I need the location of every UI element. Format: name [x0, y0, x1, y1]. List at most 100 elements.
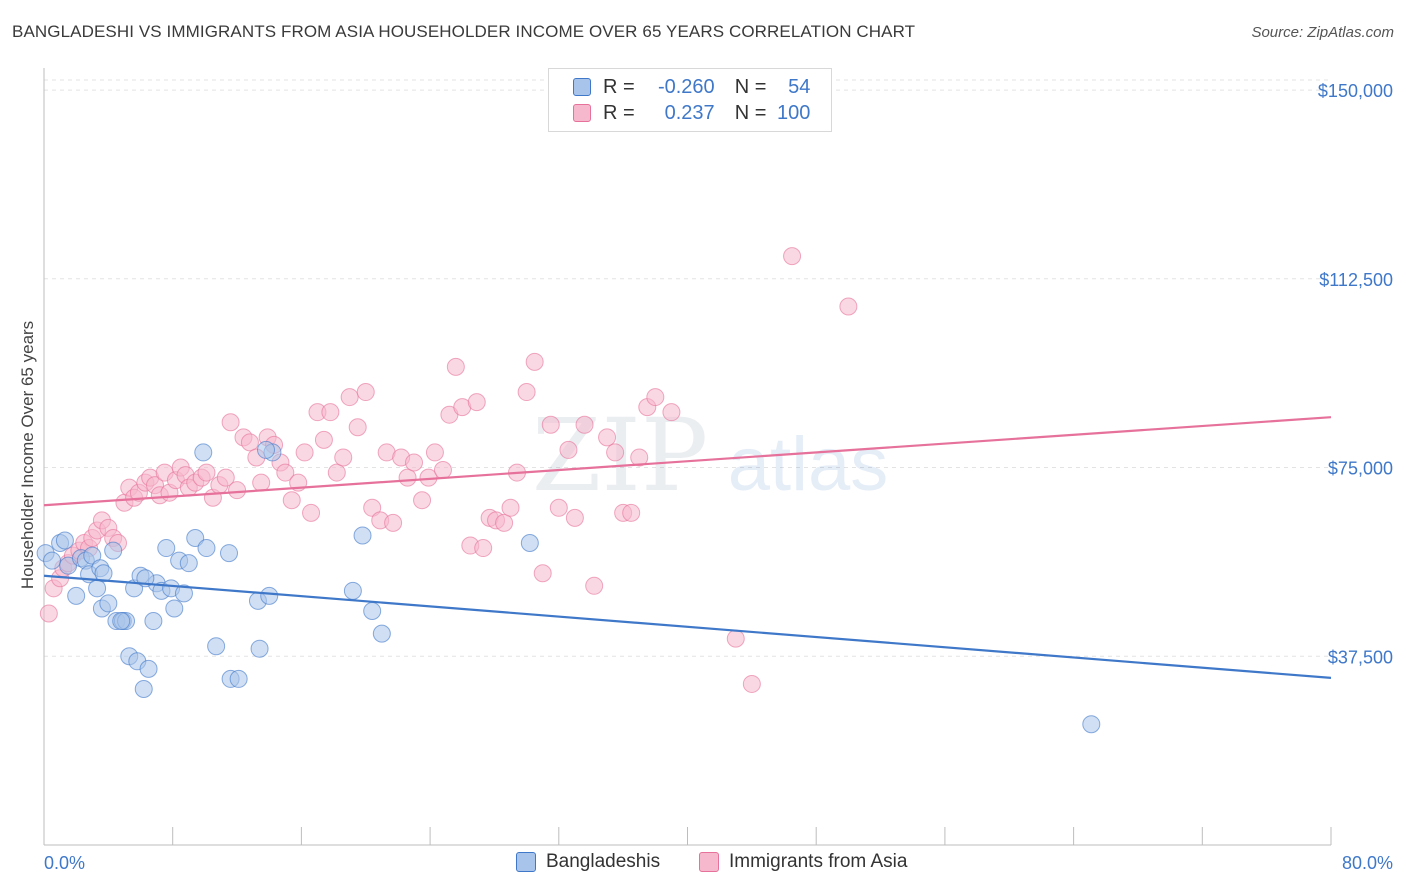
scatter-point	[398, 468, 417, 487]
scatter-point	[321, 403, 340, 422]
scatter-point	[221, 413, 240, 432]
trend-line	[43, 416, 1332, 507]
scatter-point	[197, 539, 216, 558]
legend-swatch-blue	[573, 78, 591, 96]
scatter-point	[88, 579, 107, 598]
scatter-point	[43, 551, 62, 570]
scatter-point	[334, 448, 353, 467]
scatter-point	[495, 513, 514, 532]
legend-swatch-pink	[573, 104, 591, 122]
scatter-point	[276, 463, 295, 482]
scatter-point	[252, 473, 271, 492]
scatter-point	[197, 463, 216, 482]
x-tick-label-max: 80.0%	[1342, 853, 1393, 873]
legend-item-immigrants-from-asia[interactable]: Immigrants from Asia	[699, 851, 907, 873]
scatter-point	[646, 388, 665, 407]
legend-item-bangladeshis[interactable]: Bangladeshis	[516, 851, 660, 873]
scatter-point	[302, 503, 321, 522]
legend-row-immigrants-from-asia: R = 0.237 N = 100	[573, 101, 810, 125]
scatter-point	[83, 546, 102, 565]
scatter-point	[517, 383, 536, 402]
scatter-point	[314, 430, 333, 449]
scatter-point	[525, 352, 544, 371]
scatter-point	[99, 594, 118, 613]
scatter-point	[139, 659, 158, 678]
scatter-point	[165, 599, 184, 618]
scatter-point	[134, 679, 153, 698]
scatter-point	[363, 498, 382, 517]
scatter-point	[839, 297, 858, 316]
scatter-point	[39, 604, 58, 623]
scatter-point	[229, 669, 248, 688]
scatter-point	[425, 443, 444, 462]
scatter-point	[104, 541, 123, 560]
scatter-point	[112, 612, 131, 631]
legend-row-bangladeshis: R = -0.260 N = 54	[573, 75, 810, 99]
y-tick-label: $112,500	[1319, 270, 1393, 290]
scatter-point	[549, 498, 568, 517]
scatter-point	[606, 443, 625, 462]
legend-r-value: 0.237	[664, 101, 715, 124]
scatter-point	[405, 453, 424, 472]
scatter-point	[356, 383, 375, 402]
series-legend: Bangladeshis Immigrants from Asia	[0, 851, 1406, 877]
y-axis-label: Householder Income Over 65 years	[18, 321, 37, 589]
scatter-point	[413, 491, 432, 510]
scatter-point	[541, 415, 560, 434]
legend-swatch-blue	[516, 852, 536, 872]
scatter-point	[565, 508, 584, 527]
scatter-point	[216, 468, 235, 487]
scatter-point	[174, 584, 193, 603]
legend-label: Bangladeshis	[546, 851, 661, 872]
y-tick-labels: $37,500 $75,000 $112,500 $150,000	[1318, 81, 1393, 667]
trend-line	[43, 574, 1332, 680]
legend-n-value: 100	[777, 101, 811, 124]
scatter-point	[55, 531, 74, 550]
scatter-point	[228, 481, 247, 500]
scatter-point	[353, 526, 372, 545]
legend-n-label: N =	[734, 101, 767, 124]
watermark: ZIP atlas	[532, 397, 888, 514]
scatter-point	[194, 443, 213, 462]
scatter-point	[220, 544, 239, 563]
scatter-point	[179, 554, 198, 573]
legend-n-value: 54	[788, 75, 811, 98]
legend-r-label: R =	[603, 75, 635, 98]
scatter-point	[474, 539, 493, 558]
scatter-point	[622, 503, 641, 522]
y-tick-label: $75,000	[1328, 459, 1393, 479]
legend-swatch-pink	[699, 852, 719, 872]
legend-r-value: -0.260	[657, 75, 715, 98]
scatter-point	[295, 443, 314, 462]
scatter-point	[598, 428, 617, 447]
axes	[43, 68, 1332, 846]
legend-r-label: R =	[603, 101, 635, 124]
scatter-point	[585, 576, 604, 595]
grid-lines	[44, 79, 1331, 657]
scatter-point	[742, 674, 761, 693]
scatter-point	[157, 539, 176, 558]
scatter-point	[67, 586, 86, 605]
source-label: Source: ZipAtlas.com	[1251, 24, 1394, 41]
scatter-point	[327, 463, 346, 482]
scatter-point	[144, 612, 163, 631]
trend-lines	[43, 416, 1332, 680]
scatter-point	[340, 388, 359, 407]
x-tick-labels: 0.0% 80.0%	[44, 853, 1393, 873]
scatter-point	[250, 639, 269, 658]
watermark-atlas: atlas	[728, 422, 889, 507]
scatter-point	[630, 448, 649, 467]
scatter-point	[662, 403, 681, 422]
scatter-point	[372, 624, 391, 643]
scatter-point	[94, 564, 113, 583]
scatter-point	[186, 528, 205, 547]
series-bangladeshis-points	[36, 440, 1101, 734]
scatter-point	[433, 461, 452, 480]
scatter-point	[446, 357, 465, 376]
scatter-point	[384, 513, 403, 532]
legend-label: Immigrants from Asia	[729, 851, 908, 872]
legend-n-label: N =	[734, 75, 767, 98]
chart-title: BANGLADESHI VS IMMIGRANTS FROM ASIA HOUS…	[12, 22, 916, 41]
scatter-point	[363, 601, 382, 620]
